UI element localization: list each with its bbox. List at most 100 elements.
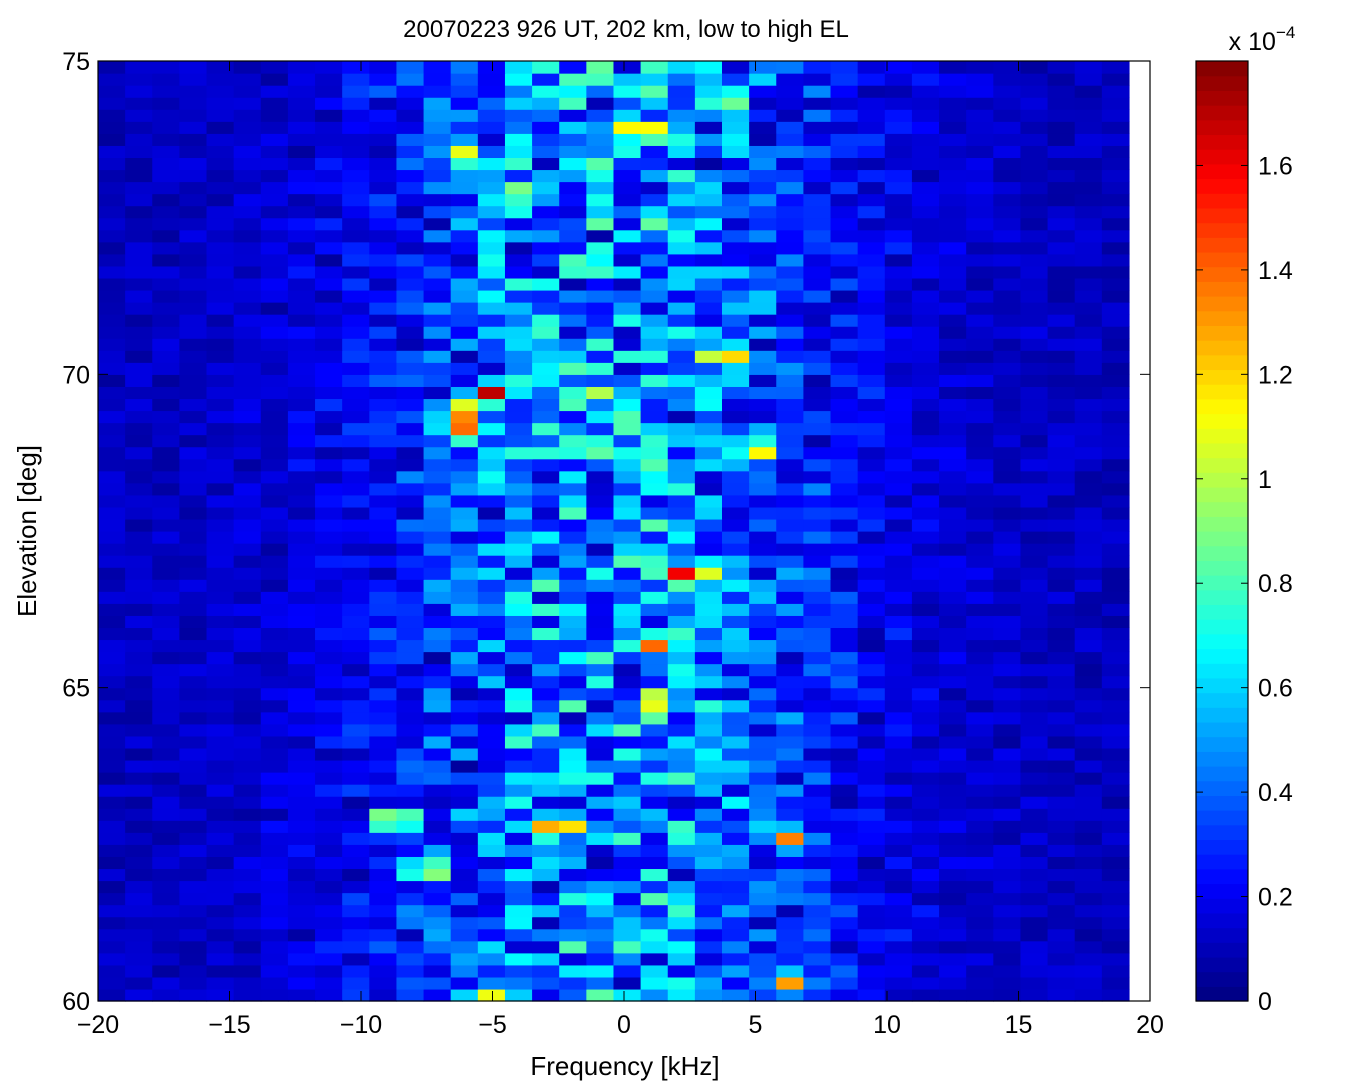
heatmap-cell xyxy=(776,711,804,725)
heatmap-cell xyxy=(477,711,506,725)
heatmap-cell xyxy=(559,133,587,146)
heatmap-cell xyxy=(1074,735,1103,749)
heatmap-cell xyxy=(857,928,886,942)
heatmap-cell xyxy=(260,241,289,255)
heatmap-cell xyxy=(315,615,343,629)
heatmap-cell xyxy=(369,446,398,460)
heatmap-cell xyxy=(613,675,642,689)
heatmap-cell xyxy=(1074,579,1103,592)
heatmap-cell xyxy=(966,856,994,870)
heatmap-cell xyxy=(98,386,126,400)
heatmap-cell xyxy=(1047,350,1076,363)
heatmap-cell xyxy=(1101,506,1130,520)
heatmap-cell xyxy=(640,808,669,821)
heatmap-cell xyxy=(450,398,479,412)
heatmap-cell xyxy=(98,121,126,134)
heatmap-cell xyxy=(667,543,696,556)
heatmap-cell xyxy=(98,651,126,665)
heatmap-cell xyxy=(98,85,126,98)
heatmap-cell xyxy=(1047,880,1076,894)
heatmap-cell xyxy=(125,880,153,894)
heatmap-cell xyxy=(640,904,669,918)
heatmap-cell xyxy=(477,639,506,653)
heatmap-cell xyxy=(369,289,398,303)
heatmap-cell xyxy=(722,169,750,183)
heatmap-cell xyxy=(206,326,235,339)
heatmap-cell xyxy=(315,747,343,761)
heatmap-cell xyxy=(884,121,913,134)
heatmap-cell xyxy=(640,518,669,532)
heatmap-cell xyxy=(613,627,642,641)
heatmap-cell xyxy=(749,675,777,689)
heatmap-cell xyxy=(966,133,994,146)
heatmap-cell xyxy=(532,350,560,363)
heatmap-cell xyxy=(315,253,343,267)
heatmap-cell xyxy=(911,940,940,954)
heatmap-cell xyxy=(966,302,994,315)
heatmap-cell xyxy=(315,398,343,412)
heatmap-cell xyxy=(911,820,940,833)
heatmap-cell xyxy=(152,988,180,1002)
heatmap-cell xyxy=(939,362,967,375)
heatmap-cell xyxy=(477,169,506,183)
heatmap-cell xyxy=(1047,952,1076,966)
heatmap-cell xyxy=(830,988,859,1002)
heatmap-cell xyxy=(803,784,832,797)
heatmap-cell xyxy=(152,289,180,303)
heatmap-cell xyxy=(1074,687,1103,701)
heatmap-cell xyxy=(884,856,913,870)
heatmap-cell xyxy=(504,687,533,701)
heatmap-cell xyxy=(803,687,832,701)
heatmap-cell xyxy=(125,470,153,484)
heatmap-cell xyxy=(749,964,777,978)
heatmap-cell xyxy=(1047,229,1076,243)
heatmap-cell xyxy=(640,277,669,291)
heatmap-cell xyxy=(504,145,533,159)
heatmap-cell xyxy=(396,687,425,701)
heatmap-cell xyxy=(694,579,723,592)
heatmap-cell xyxy=(857,434,886,448)
heatmap-cell xyxy=(694,205,723,219)
heatmap-cell xyxy=(749,772,777,785)
heatmap-cell xyxy=(396,506,425,520)
heatmap-cell xyxy=(532,663,560,677)
heatmap-cell xyxy=(396,302,425,315)
heatmap-cell xyxy=(98,627,126,641)
heatmap-cell xyxy=(749,169,777,183)
heatmap-cell xyxy=(396,844,425,857)
heatmap-cell xyxy=(993,205,1022,219)
heatmap-cell xyxy=(613,61,642,74)
heatmap-cell xyxy=(287,675,316,689)
heatmap-cell xyxy=(586,892,615,906)
heatmap-cell xyxy=(776,133,804,146)
heatmap-cell xyxy=(586,579,615,592)
heatmap-cell xyxy=(939,133,967,146)
heatmap-cell xyxy=(939,759,967,773)
heatmap-cell xyxy=(1101,410,1130,424)
heatmap-cell xyxy=(396,988,425,1002)
heatmap-cell xyxy=(776,699,804,713)
heatmap-cell xyxy=(830,615,859,629)
heatmap-cell xyxy=(911,386,940,400)
heatmap-cell xyxy=(722,988,750,1002)
heatmap-cell xyxy=(884,446,913,460)
heatmap-cell xyxy=(966,350,994,363)
heatmap-cell xyxy=(1101,470,1130,484)
heatmap-cell xyxy=(667,591,696,604)
heatmap-cell xyxy=(206,470,235,484)
heatmap-cell xyxy=(396,482,425,496)
heatmap-cell xyxy=(342,844,370,857)
heatmap-cell xyxy=(1047,964,1076,978)
heatmap-cell xyxy=(830,868,859,882)
heatmap-cell xyxy=(939,988,967,1002)
heatmap-cell xyxy=(423,277,452,291)
heatmap-cell xyxy=(206,555,235,568)
heatmap-cell xyxy=(1047,326,1076,339)
heatmap-cell xyxy=(993,157,1022,171)
heatmap-cell xyxy=(966,205,994,219)
heatmap-cell xyxy=(613,615,642,629)
heatmap-cell xyxy=(206,868,235,882)
heatmap-cell xyxy=(884,880,913,894)
heatmap-cell xyxy=(803,531,832,544)
heatmap-cell xyxy=(315,181,343,195)
